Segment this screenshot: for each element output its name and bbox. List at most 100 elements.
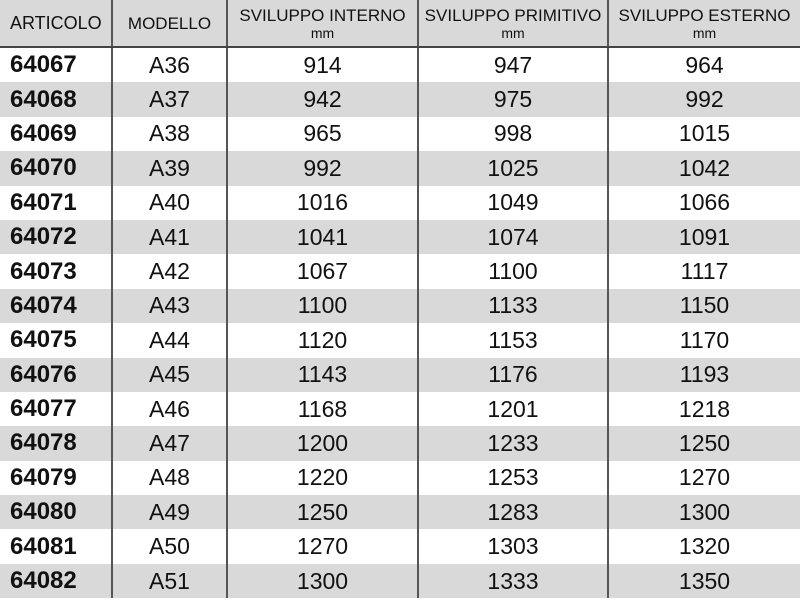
table-row: 64071 A40 1016 1049 1066 [0, 185, 800, 220]
table-cell: 64073 [10, 257, 77, 285]
table-cell: 1320 [607, 529, 800, 564]
table-cell: 64075 [10, 326, 77, 354]
table-cell: 1025 [417, 151, 608, 186]
column-header-unit: mm [501, 24, 525, 41]
table-cell: 1143 [226, 357, 418, 392]
table-cell: 942 [226, 82, 418, 117]
table-row: 64068 A37 942 975 992 [0, 82, 800, 117]
table-row: 64075 A44 1120 1153 1170 [0, 323, 800, 358]
table-cell: A46 [111, 391, 227, 427]
table-cell: 1074 [417, 219, 608, 255]
table-row: 64069 A38 965 998 1015 [0, 116, 800, 152]
table-cell: 1100 [417, 254, 608, 289]
table-cell: 965 [226, 116, 418, 152]
table-cell: 1170 [607, 323, 800, 358]
table-cell: 1201 [417, 391, 608, 427]
table-cell: 1015 [607, 116, 800, 152]
table-cell: 1168 [226, 391, 418, 427]
column-header: SVILUPPO ESTERNO mm [607, 0, 800, 48]
table-cell: A47 [111, 426, 227, 461]
table-cell: 1133 [417, 288, 608, 324]
table-row: 64072 A41 1041 1074 1091 [0, 219, 800, 255]
table-cell: 992 [226, 151, 418, 186]
table-cell: 914 [226, 47, 418, 83]
table-cell: 64071 [10, 188, 77, 216]
table-cell: 1250 [607, 426, 800, 461]
table-cell: 64077 [10, 395, 77, 423]
table-cell: 1200 [226, 426, 418, 461]
table-row: 64067 A36 914 947 964 [0, 47, 800, 83]
table-row: 64080 A49 1250 1283 1300 [0, 495, 800, 530]
table-cell: 1270 [226, 529, 418, 564]
table-cell: 1117 [607, 254, 800, 289]
table-cell: 64081 [10, 532, 77, 560]
table-cell: 992 [607, 82, 800, 117]
table-cell: A44 [111, 323, 227, 358]
table-cell: A45 [111, 357, 227, 392]
table-cell: 964 [607, 47, 800, 83]
table-row: 64070 A39 992 1025 1042 [0, 151, 800, 186]
table-cell: 64074 [0, 288, 112, 324]
table-cell: 1067 [226, 254, 418, 289]
table-cell: A41 [111, 219, 227, 255]
column-header: MODELLO [111, 0, 227, 48]
table-row: 64079 A48 1220 1253 1270 [0, 460, 800, 496]
table-cell: A40 [111, 185, 227, 220]
column-header-unit: mm [310, 24, 335, 41]
table-cell: 1120 [226, 323, 418, 358]
table-cell: A38 [111, 116, 227, 152]
table-cell: 1270 [607, 460, 800, 496]
table-cell: 64068 [0, 82, 112, 117]
table-cell: 1333 [417, 563, 608, 599]
table-cell: 1091 [607, 219, 800, 255]
table-cell: 1176 [417, 357, 608, 392]
table-cell: 64072 [0, 219, 112, 255]
table-cell: 64078 [0, 426, 112, 461]
column-header: SVILUPPO INTERNO mm [226, 0, 418, 48]
table-cell: 64076 [0, 357, 112, 392]
table-cell: A43 [111, 288, 227, 324]
table-row: 64081 A50 1270 1303 1320 [0, 529, 800, 564]
table-cell: 947 [417, 47, 608, 83]
table-cell: A36 [111, 47, 227, 83]
table-cell: 1218 [607, 391, 800, 427]
table-row: 64078 A47 1200 1233 1250 [0, 426, 800, 461]
table-cell: 64070 [0, 151, 112, 186]
table-cell: 1300 [226, 563, 418, 599]
table-cell: 1300 [607, 495, 800, 530]
table-cell: 975 [417, 82, 608, 117]
table-cell: A37 [111, 82, 227, 117]
table-cell: 1283 [417, 495, 608, 530]
table-cell: A51 [111, 563, 227, 599]
table-cell: 1350 [607, 563, 800, 599]
table-cell: A42 [111, 254, 227, 289]
table-cell: 1049 [417, 185, 608, 220]
table-row: 64074 A43 1100 1133 1150 [0, 288, 800, 324]
table-row: 64076 A45 1143 1176 1193 [0, 357, 800, 392]
table-cell: 64079 [10, 463, 77, 491]
table-row: 64082 A51 1300 1333 1350 [0, 563, 800, 599]
table-cell: 1100 [226, 288, 418, 324]
table-cell: 1250 [226, 495, 418, 530]
table-cell: 1042 [607, 151, 800, 186]
table-cell: A49 [111, 495, 227, 530]
table-cell: 1153 [417, 323, 608, 358]
table-row: 64077 A46 1168 1201 1218 [0, 391, 800, 427]
table-cell: 64080 [0, 495, 112, 530]
table-cell: 1016 [226, 185, 418, 220]
column-header-unit: mm [692, 24, 717, 41]
table-cell: A39 [111, 151, 227, 186]
column-header-label: MODELLO [127, 13, 212, 33]
table-cell: 1303 [417, 529, 608, 564]
table-cell: 1041 [226, 219, 418, 255]
table-cell: 1220 [226, 460, 418, 496]
table-cell: 1193 [607, 357, 800, 392]
table-cell: 64067 [10, 51, 77, 79]
table-cell: A50 [111, 529, 227, 564]
table-cell: 1150 [607, 288, 800, 324]
table-cell: 1066 [607, 185, 800, 220]
table-cell: 1233 [417, 426, 608, 461]
column-header-label: ARTICOLO [10, 12, 102, 33]
column-header-label: SVILUPPO ESTERNO [618, 5, 791, 25]
column-header: SVILUPPO PRIMITIVO mm [417, 0, 608, 48]
